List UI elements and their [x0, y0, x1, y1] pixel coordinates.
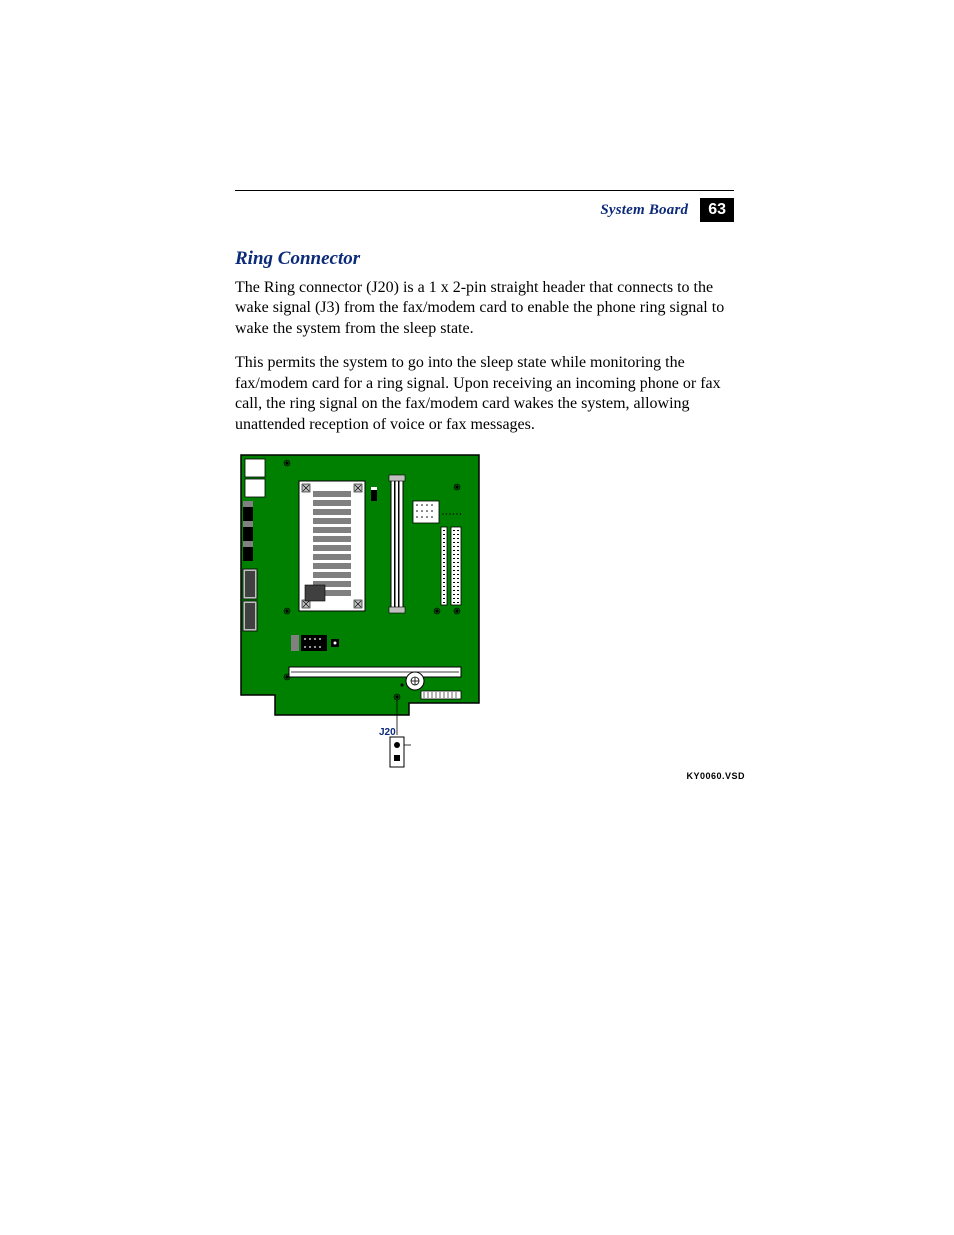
motherboard-diagram: J20 — [235, 449, 495, 779]
header-rule — [235, 190, 734, 191]
body-paragraph-1: The Ring connector (J20) is a 1 x 2-pin … — [235, 278, 735, 339]
figure-container: J20 KY0060.VSD — [235, 449, 735, 779]
body-paragraph-2: This permits the system to go into the s… — [235, 353, 735, 435]
section-heading: Ring Connector — [235, 248, 735, 270]
document-page: System Board 63 Ring Connector The Ring … — [0, 0, 954, 1235]
page-number: 63 — [700, 198, 734, 222]
running-header: System Board 63 — [235, 198, 734, 222]
figure-source-code: KY0060.VSD — [686, 771, 745, 781]
header-section-title: System Board — [600, 202, 688, 219]
page-content: Ring Connector The Ring connector (J20) … — [235, 248, 735, 779]
j20-label: J20 — [379, 727, 396, 738]
